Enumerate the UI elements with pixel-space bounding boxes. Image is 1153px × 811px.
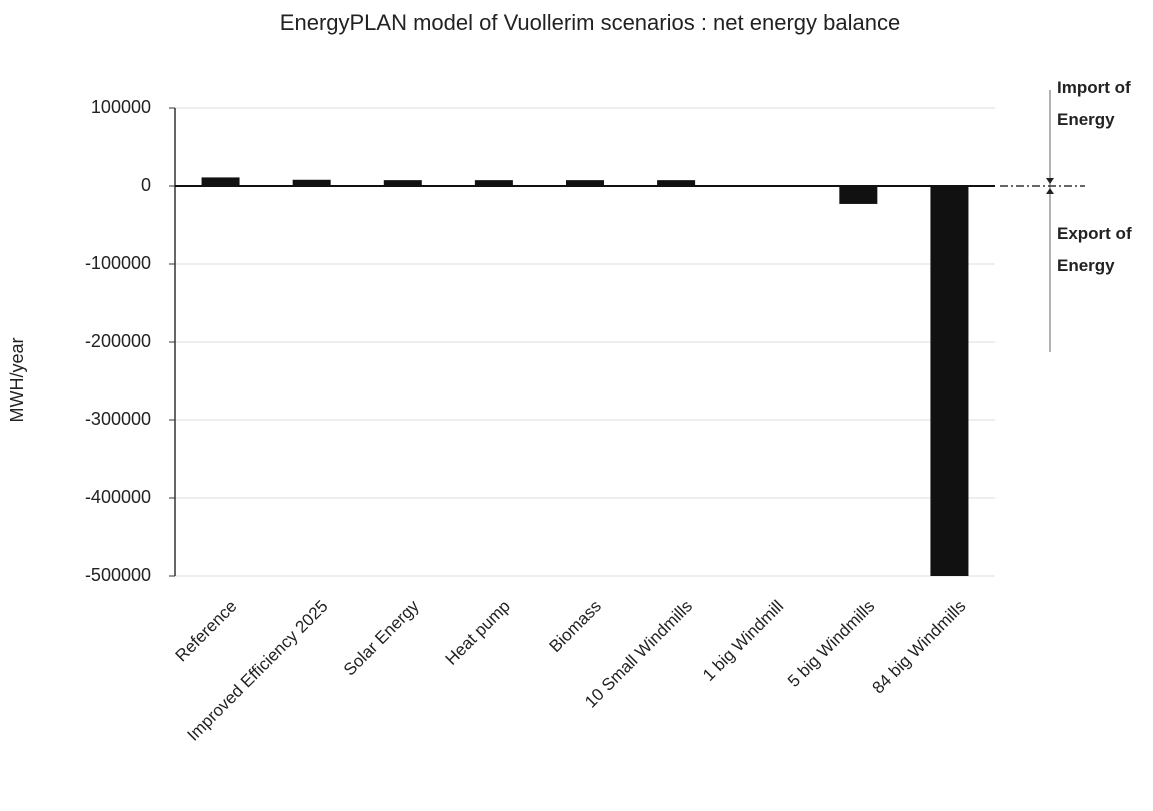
y-tick-label: 0 [141,175,151,195]
bar [930,186,969,576]
bar [474,180,513,186]
x-tick-label: Reference [172,597,241,666]
annotation-arrow [1046,178,1054,194]
annotation: Import of Energy [1057,78,1131,129]
x-tick-label: Heat pump [442,597,514,669]
bar [201,177,240,186]
y-tick-label: -400000 [85,487,151,507]
bar [383,180,422,186]
bar [839,186,878,204]
y-tick-label: -200000 [85,331,151,351]
bar [657,180,696,186]
y-axis-label: MWH/year [7,337,27,422]
x-tick-label: 84 big Windmills [868,597,969,698]
y-tick-label: 100000 [91,97,151,117]
x-tick-label: 1 big Windmill [699,597,787,685]
y-tick-label: -500000 [85,565,151,585]
x-tick-label: Biomass [545,597,605,657]
y-tick-label: -300000 [85,409,151,429]
chart-title: EnergyPLAN model of Vuollerim scenarios … [280,10,900,35]
x-tick-label: 5 big Windmills [784,597,878,691]
bar [566,180,604,186]
y-tick-label: -100000 [85,253,151,273]
annotation: Export of Energy [1057,224,1132,275]
bar [292,179,331,186]
x-tick-label: Solar Energy [340,596,423,679]
